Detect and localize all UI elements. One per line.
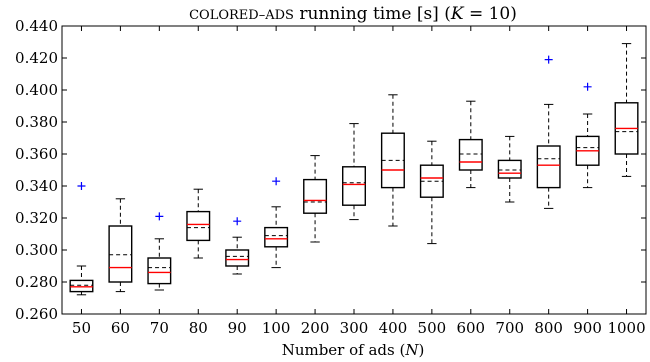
outlier-marker [77, 182, 86, 190]
box-200 [303, 155, 328, 243]
outlier-marker [155, 212, 164, 221]
box-iqr [186, 210, 211, 242]
x-tick-label: 600 [456, 319, 485, 337]
y-tick-label: 0.440 [15, 17, 58, 35]
y-tick-label: 0.400 [15, 81, 58, 99]
chart-title-eq: = 10) [464, 4, 517, 24]
outlier-marker [544, 55, 553, 64]
x-tick-label: 60 [111, 319, 130, 337]
x-tick-label: 900 [573, 319, 602, 337]
x-tick-label: 400 [379, 319, 408, 337]
chart-title-prefix: COLORED–ADS [189, 8, 294, 23]
box-60 [108, 198, 133, 293]
box-500 [419, 140, 444, 245]
x-tick-label: 90 [228, 319, 247, 337]
outlier-marker [233, 217, 242, 226]
box-iqr [342, 166, 366, 206]
box-50 [69, 182, 94, 296]
box-100 [264, 177, 289, 269]
outlier-marker [583, 82, 592, 91]
box-iqr [497, 159, 522, 179]
x-tick-label: 80 [189, 319, 208, 337]
box-400 [380, 94, 405, 227]
y-tick-label: 0.260 [15, 305, 58, 323]
x-tick-label: 700 [495, 319, 524, 337]
box-iqr [147, 257, 172, 285]
box-300 [342, 123, 366, 221]
x-axis-label-suffix: ) [418, 341, 424, 359]
x-axis-label: Number of ads (N) [282, 341, 425, 359]
y-tick-label: 0.340 [15, 177, 58, 195]
box-600 [458, 100, 483, 189]
box-900 [575, 82, 600, 189]
box-iqr [108, 225, 133, 283]
x-tick-label: 200 [301, 319, 330, 337]
x-tick-label: 800 [534, 319, 563, 337]
box-1000 [614, 43, 639, 177]
y-tick-label: 0.320 [15, 209, 58, 227]
x-axis-label-prefix: Number of ads ( [282, 341, 406, 359]
box-iqr [303, 178, 328, 214]
plot-frame [61, 25, 647, 315]
x-tick-label: 300 [340, 319, 369, 337]
box-iqr [264, 226, 289, 248]
box-90 [225, 217, 250, 275]
x-tick-label: 100 [262, 319, 291, 337]
box-800 [536, 55, 561, 209]
y-tick-label: 0.280 [15, 273, 58, 291]
box-iqr [536, 145, 561, 189]
x-tick-label: 1000 [607, 319, 645, 337]
x-tick-label: 70 [150, 319, 169, 337]
chart-title-suffix: running time [s] ( [294, 4, 451, 24]
plot-area: 0.260 0.280 0.300 0.320 0.340 0.360 0.380 0.400… [15, 17, 647, 337]
box-700 [497, 135, 522, 203]
y-tick-label: 0.360 [15, 145, 58, 163]
y-tick-label: 0.380 [15, 113, 58, 131]
box-iqr [458, 138, 483, 171]
y-tick-label: 0.300 [15, 241, 58, 259]
chart-title: COLORED–ADS running time [s] (K = 10) [189, 4, 517, 24]
chart-title-var: K [450, 4, 465, 24]
x-tick-label: 50 [72, 319, 91, 337]
outlier-marker [272, 177, 281, 186]
box-iqr [225, 249, 250, 267]
box-80 [186, 188, 211, 259]
x-axis-label-var: N [404, 341, 419, 359]
box-iqr [69, 279, 94, 293]
box-70 [147, 212, 172, 291]
y-tick-label: 0.420 [15, 49, 58, 67]
x-tick-label: 500 [418, 319, 447, 337]
